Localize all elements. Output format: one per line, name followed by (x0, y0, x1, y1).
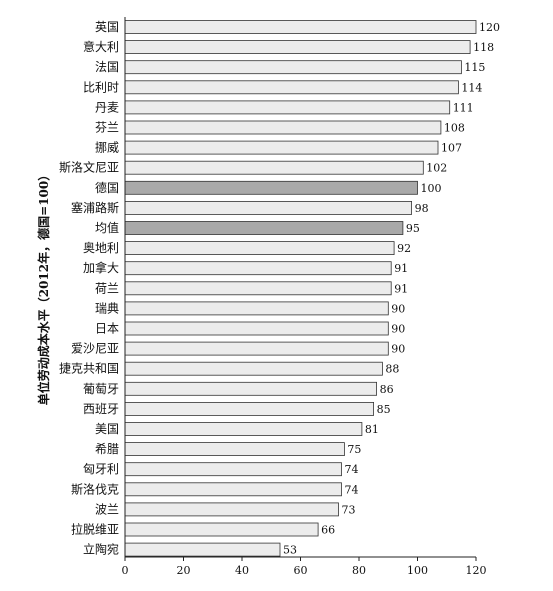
value-label: 66 (321, 524, 335, 537)
bar-16 (124, 341, 389, 356)
bar-23 (124, 482, 342, 497)
bar-3 (124, 80, 459, 95)
value-label: 91 (394, 282, 408, 295)
category-label: 爱沙尼亚 (71, 342, 119, 356)
category-label: 加拿大 (83, 260, 119, 275)
x-tick-label: 40 (235, 564, 249, 577)
bar-19 (124, 401, 375, 416)
value-label: 88 (385, 363, 399, 376)
value-label: 114 (461, 81, 482, 94)
bar-21 (124, 442, 345, 457)
category-label: 斯洛伐克 (71, 481, 119, 496)
category-label: 希腊 (95, 441, 119, 456)
category-label: 意大利 (83, 39, 119, 54)
category-label: 德国 (95, 180, 119, 195)
bar-17 (124, 361, 383, 376)
category-label: 西班牙 (83, 402, 119, 416)
bar-14 (124, 301, 389, 316)
bar-1 (124, 40, 471, 54)
value-label: 102 (426, 162, 447, 175)
value-label: 95 (406, 222, 420, 235)
category-label: 日本 (95, 322, 119, 336)
value-label: 118 (473, 41, 494, 54)
bar-26 (124, 542, 281, 557)
bars-layer: 英国 120 意大利 118 法国 115 比利时 114 丹麦 111 芬兰 108 挪威 107 斯洛文… (59, 20, 500, 557)
value-label: 115 (464, 61, 485, 74)
category-label: 奥地利 (83, 241, 119, 255)
bar-9 (124, 200, 413, 215)
category-label: 捷克共和国 (59, 362, 119, 376)
bar-18 (124, 381, 378, 396)
value-label: 74 (345, 463, 359, 476)
value-label: 85 (377, 403, 391, 416)
value-label: 108 (444, 122, 465, 135)
category-label: 芬兰 (95, 121, 119, 135)
category-label: 挪威 (95, 141, 119, 155)
value-label: 91 (394, 262, 408, 275)
value-label: 100 (421, 182, 442, 195)
y-axis-title: 单位劳动成本水平（2012年，德国=100） (36, 169, 51, 406)
category-label: 波兰 (95, 502, 119, 516)
category-label: 塞浦路斯 (71, 200, 119, 215)
bar-5 (124, 120, 442, 135)
value-label: 73 (342, 503, 356, 516)
category-label: 均值 (95, 220, 119, 235)
category-label: 匈牙利 (83, 462, 119, 476)
category-label: 英国 (95, 20, 119, 34)
bar-20 (124, 422, 363, 436)
value-label: 86 (380, 383, 394, 396)
category-label: 丹麦 (95, 100, 119, 114)
x-axis: 0 20 40 60 80 100 120 (122, 17, 487, 577)
value-label: 90 (391, 343, 405, 356)
x-tick-label: 100 (407, 564, 428, 577)
x-tick-label: 20 (177, 564, 191, 577)
category-label: 比利时 (83, 80, 119, 94)
category-label: 瑞典 (95, 301, 119, 315)
category-label: 立陶宛 (83, 542, 119, 557)
x-tick-label: 80 (352, 564, 366, 577)
value-label: 111 (453, 101, 474, 114)
bar-7 (124, 160, 424, 175)
bar-22 (124, 462, 342, 477)
bar-12 (124, 261, 392, 276)
bar-6 (124, 140, 439, 155)
value-label: 53 (283, 544, 297, 557)
value-label: 75 (347, 443, 361, 456)
category-label: 葡萄牙 (83, 382, 119, 396)
value-label: 74 (345, 483, 359, 496)
category-label: 拉脱维亚 (71, 522, 119, 537)
x-tick-label: 120 (466, 564, 487, 577)
bar-15 (124, 321, 389, 336)
bar-2 (124, 60, 462, 75)
value-label: 107 (441, 142, 462, 155)
bar-0 (124, 20, 477, 34)
value-label: 90 (391, 302, 405, 315)
value-label: 92 (397, 242, 411, 255)
bar-24 (124, 502, 339, 517)
category-label: 法国 (95, 60, 119, 74)
bar-13 (124, 281, 392, 296)
category-label: 斯洛文尼亚 (59, 160, 119, 175)
bar-25 (124, 522, 319, 537)
bar-4 (124, 100, 451, 115)
bar-10 (124, 221, 404, 235)
x-tick-label: 60 (294, 564, 308, 577)
bar-11 (124, 241, 395, 256)
value-label: 120 (479, 21, 500, 34)
value-label: 90 (391, 323, 405, 336)
category-label: 荷兰 (95, 281, 119, 295)
value-label: 98 (415, 202, 429, 215)
category-label: 美国 (95, 422, 119, 436)
bar-8 (124, 180, 418, 195)
x-tick-label: 0 (122, 564, 129, 577)
value-label: 81 (365, 423, 379, 436)
